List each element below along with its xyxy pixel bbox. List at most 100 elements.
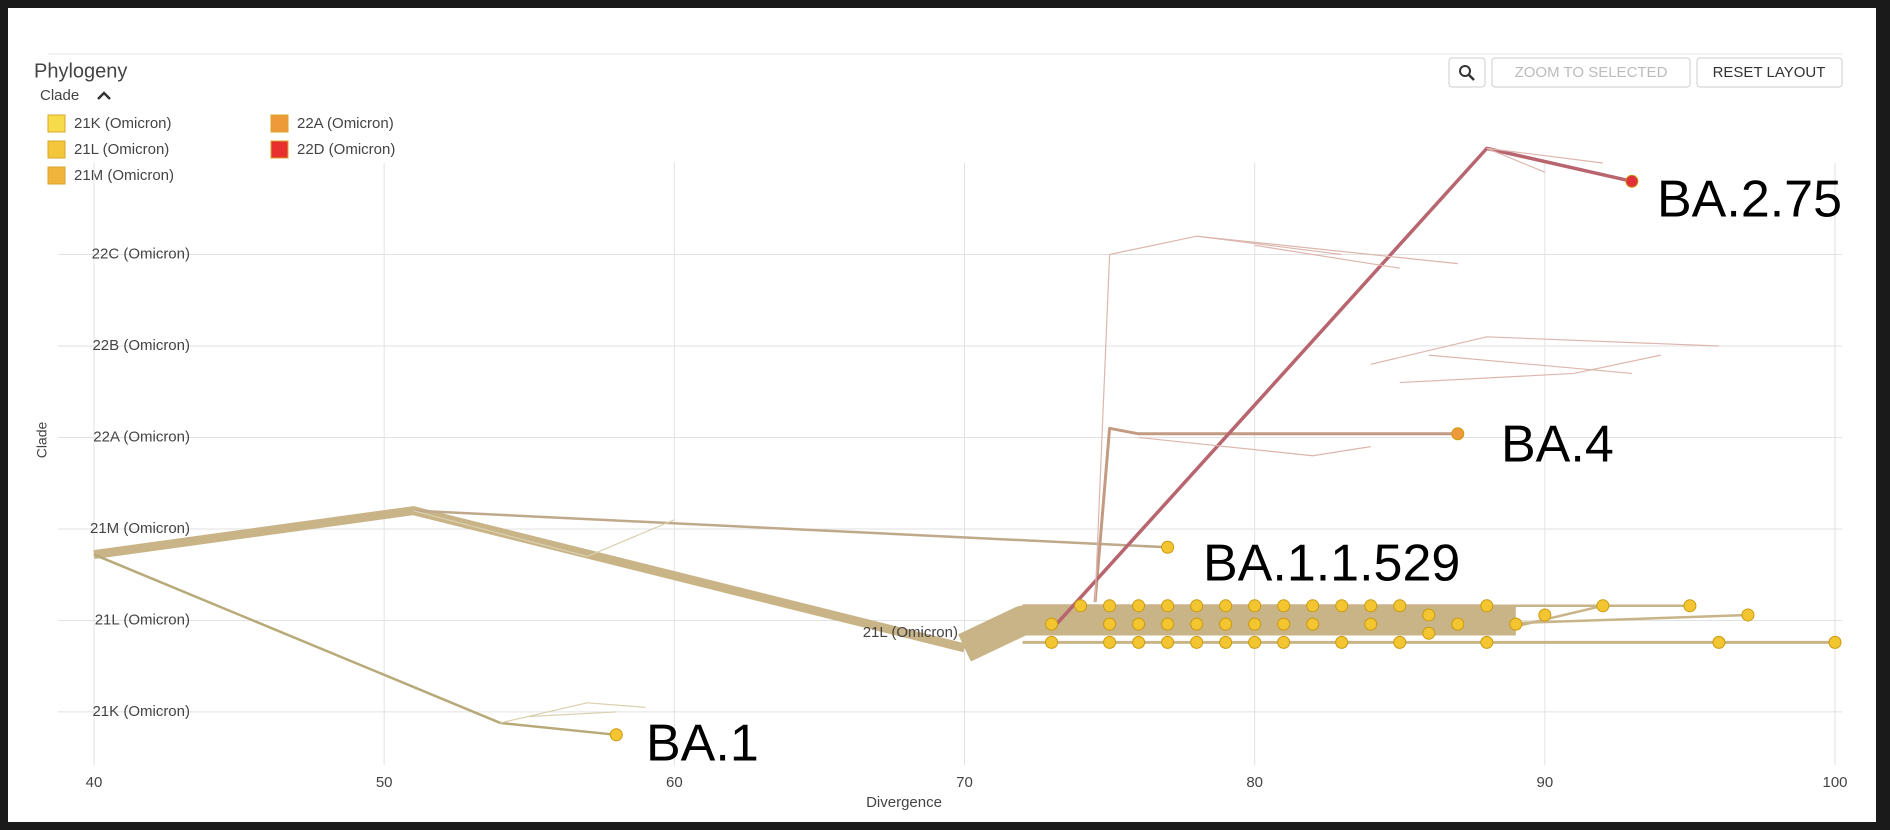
tip [1393,635,1407,649]
y-tick-label: 22A (Omicron) [93,428,190,445]
legend-label: 21M (Omicron) [74,167,174,184]
tip [1103,617,1117,631]
tip [1451,617,1465,631]
branch [1486,147,1603,164]
branch [413,509,1168,549]
branch [1094,235,1458,603]
tip [1335,599,1349,613]
tip [1045,617,1059,631]
legend-label: 21L (Omicron) [74,141,169,158]
tip [1509,617,1523,631]
y-tick-label: 22C (Omicron) [92,245,190,262]
annotation: BA.2.75 [1657,171,1842,229]
annotation: 21L (Omicron) [863,624,958,641]
branch [529,711,617,718]
tip [1422,608,1436,622]
tip [1480,635,1494,649]
tip [1161,540,1175,554]
tip [1538,608,1552,622]
branch [1196,235,1342,256]
tip [1277,617,1291,631]
annotation: BA.4 [1501,416,1614,474]
branch [93,553,617,737]
reset-layout-label: RESET LAYOUT [1713,64,1826,81]
tip [1161,635,1175,649]
tip [1103,635,1117,649]
legend-label: 21K (Omicron) [74,115,172,132]
tip [1248,599,1262,613]
reset-layout-button[interactable] [1696,57,1843,88]
legend-title: Clade [40,87,79,104]
zoom-button[interactable] [1448,57,1486,88]
tip [1248,635,1262,649]
annotation: BA.1 [646,715,759,773]
tip [1219,617,1233,631]
zoom-icon-handle [1468,74,1475,81]
branch [958,605,1516,662]
annotation: BA.1.1.529 [1203,535,1460,593]
tip [1132,617,1146,631]
tip [1596,599,1610,613]
tip [1335,635,1349,649]
legend-swatch [47,114,66,133]
x-tick-label: 90 [1536,774,1553,791]
tip [1683,599,1697,613]
tip [1393,599,1407,613]
x-tick-label: 50 [376,774,393,791]
branch [1486,147,1546,173]
y-tick-label: 22B (Omicron) [92,337,190,354]
tip [1190,635,1204,649]
tip [609,728,623,742]
zoom-icon [1459,65,1471,77]
tip [1451,427,1465,441]
zoom-selected-button[interactable] [1491,57,1691,88]
branch [1428,354,1632,375]
tip [1161,599,1175,613]
y-tick-label: 21M (Omicron) [90,520,190,537]
branch [93,506,966,653]
tip [1132,635,1146,649]
tip [1103,599,1117,613]
tip [1277,599,1291,613]
legend-swatch [47,166,66,185]
branch [1399,354,1662,384]
x-tick-label: 70 [956,774,973,791]
tip [1219,635,1233,649]
legend-label: 22D (Omicron) [297,141,395,158]
panel-title: Phylogeny [34,60,127,82]
x-tick-label: 60 [666,774,683,791]
x-tick-label: 100 [1822,774,1847,791]
tip [1074,599,1088,613]
x-axis-label: Divergence [866,794,942,811]
branch [413,510,675,558]
x-tick-label: 40 [86,774,103,791]
tip [1364,599,1378,613]
tip [1248,617,1262,631]
collapse-icon[interactable] [97,91,111,100]
tip [1306,599,1320,613]
panel [8,8,1876,822]
y-tick-label: 21K (Omicron) [92,703,190,720]
legend-swatch [270,140,289,159]
x-tick-label: 80 [1246,774,1263,791]
legend-swatch [270,114,289,133]
tip [1422,626,1436,640]
zoom-selected-label: ZOOM TO SELECTED [1515,64,1668,81]
tip [1045,635,1059,649]
branch [1370,336,1719,365]
tip [1712,635,1726,649]
tip [1828,635,1842,649]
branch [1138,436,1371,457]
tip [1190,599,1204,613]
tip [1161,617,1175,631]
tip [1364,617,1378,631]
y-tick-label: 21L (Omicron) [95,611,190,628]
tip [1277,635,1291,649]
branch [1254,244,1400,269]
tip [1741,608,1755,622]
legend-label: 22A (Omicron) [297,115,394,132]
tip [1190,617,1204,631]
tip [1480,599,1494,613]
